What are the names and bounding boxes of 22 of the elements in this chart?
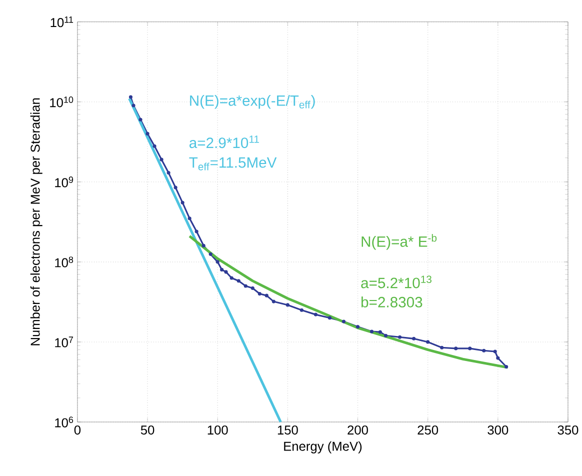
x-tick-label: 200: [348, 426, 368, 435]
y-tick-label: 10$^{10}$: [50, 96, 74, 108]
x-tick-label: 250: [418, 426, 438, 435]
x-axis-title: Energy (MeV): [284, 442, 362, 454]
y-tick-label: 10$^{6}$: [55, 416, 74, 428]
x-tick-label: 350: [558, 426, 578, 435]
annotation: T$_{eff}$=11.5MeV: [189, 158, 277, 171]
x-tick-label: 100: [208, 426, 228, 435]
annotation: a=2.9*10$^{11}$: [190, 136, 259, 148]
annotation: N(E)=a* E$^{-b}$: [362, 234, 437, 250]
y-tick-label: 10$^{9}$: [55, 176, 74, 188]
annotation: a=5.2*10$^{13}$: [361, 276, 432, 288]
y-tick-label: 10$^{11}$: [50, 16, 74, 28]
y-axis-title: Number of electrons per MeV per Steradian: [30, 98, 42, 346]
x-tick-label: 0: [74, 426, 81, 435]
x-tick-label: 300: [488, 426, 508, 435]
x-tick-label: 150: [278, 426, 298, 435]
annotation: N(E)=a*exp(-E/T$_{eff}$): [190, 95, 315, 109]
x-tick-label: 50: [140, 426, 154, 435]
annotation: b=2.8303: [362, 296, 422, 308]
y-tick-label: 10$^{7}$: [55, 336, 74, 348]
y-tick-label: 10$^{8}$: [55, 256, 74, 268]
